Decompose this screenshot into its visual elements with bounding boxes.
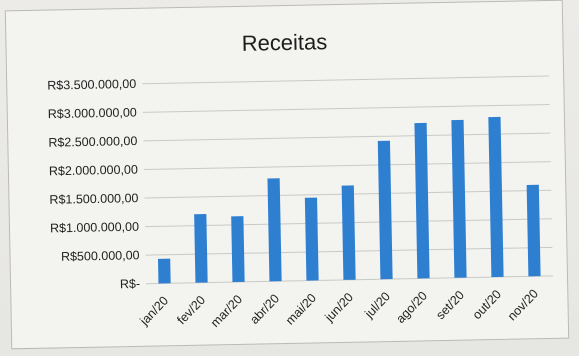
bar — [304, 197, 319, 281]
x-tick-label: mai/20 — [283, 291, 319, 328]
x-tick-label: jun/20 — [322, 290, 356, 325]
bar — [341, 185, 356, 280]
gridline — [142, 75, 550, 85]
bar — [526, 184, 541, 277]
gridline — [143, 161, 551, 170]
y-tick-label: R$2.000.000,00 — [49, 163, 138, 179]
x-tick-label: set/20 — [433, 288, 467, 322]
bar — [451, 119, 467, 278]
x-tick-label: abr/20 — [247, 292, 282, 327]
x-tick-label: nov/20 — [505, 287, 541, 324]
y-tick-label: R$3.500.000,00 — [47, 77, 136, 93]
x-tick-label: mar/20 — [208, 292, 245, 330]
gridline — [143, 132, 551, 142]
bar — [157, 258, 171, 284]
bar — [488, 116, 504, 278]
x-tick-label: fev/20 — [174, 293, 208, 327]
y-tick-label: R$1.500.000,00 — [49, 191, 138, 207]
y-tick-label: R$1.000.000,00 — [50, 220, 139, 236]
chart-frame: Receitas R$- R$500.000,00 R$1.000.000,00 R$… — [4, 0, 570, 350]
bar — [231, 216, 245, 283]
x-tick-label: out/20 — [470, 287, 504, 322]
x-tick-label: jan/20 — [137, 294, 171, 329]
x-tick-label: jul/20 — [362, 289, 394, 321]
bar — [414, 122, 430, 279]
y-tick-label: R$- — [120, 277, 140, 291]
bar — [377, 140, 393, 280]
bar — [194, 213, 208, 283]
gridline — [142, 104, 550, 113]
x-tick-label: ago/20 — [393, 289, 430, 326]
bar-chart: R$- R$500.000,00 R$1.000.000,00 R$1.500.000… — [47, 75, 554, 330]
bar — [267, 178, 282, 282]
y-tick-label: R$3.000.000,00 — [48, 105, 137, 121]
y-tick-label: R$2.500.000,00 — [48, 134, 137, 150]
y-tick-label: R$500.000,00 — [61, 248, 140, 264]
